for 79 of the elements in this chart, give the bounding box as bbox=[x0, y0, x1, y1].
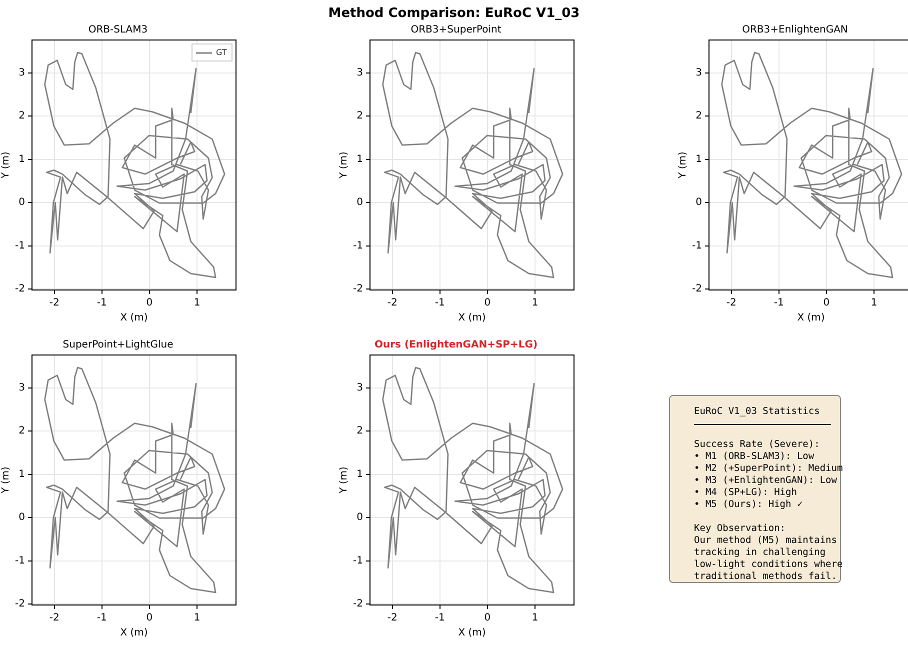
x-tick-label: 0 bbox=[146, 612, 153, 624]
y-tick-label: 0 bbox=[696, 197, 702, 208]
y-tick-label: 2 bbox=[356, 426, 363, 437]
y-tick-label: 0 bbox=[18, 197, 25, 208]
x-axis-title: X (m) bbox=[120, 312, 148, 324]
y-tick-label: 0 bbox=[356, 512, 363, 524]
legend-label: GT bbox=[216, 48, 227, 58]
text: tracking in challenging bbox=[694, 547, 827, 559]
y-axis-title: Y (m) bbox=[0, 466, 12, 494]
text: • M2 (+SuperPoint): Medium bbox=[694, 463, 843, 475]
x-tick-label: -1 bbox=[96, 298, 107, 309]
y-tick-label: -1 bbox=[14, 555, 25, 566]
y-tick-label: 1 bbox=[696, 154, 702, 165]
y-tick-label: 3 bbox=[18, 382, 25, 394]
x-tick-label: 1 bbox=[532, 298, 538, 309]
chart-title: ORB-SLAM3 bbox=[88, 24, 148, 36]
text: • M3 (+EnlightenGAN): Low bbox=[694, 475, 838, 487]
y-tick-label: -2 bbox=[692, 284, 702, 295]
x-tick-label: 0 bbox=[484, 298, 491, 309]
chart-title: Ours (EnlightenGAN+SP+LG) bbox=[374, 340, 538, 351]
x-axis-title: X (m) bbox=[458, 312, 486, 324]
y-tick-label: 1 bbox=[356, 154, 363, 165]
y-tick-label: 3 bbox=[696, 67, 702, 78]
chart-title: SuperPoint+LightGlue bbox=[62, 340, 174, 351]
x-tick-label: -1 bbox=[96, 612, 107, 624]
x-tick-label: 0 bbox=[146, 298, 153, 309]
text: • M4 (SP+LG): High bbox=[694, 487, 798, 499]
x-axis-title: X (m) bbox=[458, 628, 486, 639]
y-tick-label: -2 bbox=[14, 598, 25, 610]
text: Our method (M5) maintains bbox=[694, 535, 838, 547]
text: Success Rate (Severe): bbox=[694, 439, 821, 451]
y-tick-label: 1 bbox=[356, 468, 363, 480]
y-tick-label: 0 bbox=[18, 512, 25, 524]
text: • M5 (Ours): High ✓ bbox=[694, 499, 804, 511]
x-tick-label: 1 bbox=[532, 612, 538, 624]
x-tick-label: 0 bbox=[823, 298, 830, 309]
text: Key Observation: bbox=[694, 523, 787, 535]
x-tick-label: 1 bbox=[194, 298, 200, 309]
x-tick-label: 0 bbox=[484, 612, 491, 624]
x-tick-label: -2 bbox=[726, 298, 736, 309]
y-tick-label: 2 bbox=[18, 426, 25, 437]
x-tick-label: -1 bbox=[434, 298, 445, 309]
y-tick-label: -2 bbox=[14, 284, 25, 295]
y-tick-label: 3 bbox=[18, 67, 25, 78]
y-axis-title: Y (m) bbox=[0, 151, 12, 180]
y-axis-title: Y (m) bbox=[338, 466, 350, 494]
chart-title: ORB3+SuperPoint bbox=[410, 24, 502, 36]
text: • M1 (ORB-SLAM3): Low bbox=[694, 451, 816, 463]
y-tick-label: 3 bbox=[356, 67, 363, 78]
y-tick-label: 2 bbox=[696, 110, 702, 122]
text: EuRoC V1_03 Statistics bbox=[694, 406, 831, 425]
y-tick-label: 1 bbox=[18, 468, 25, 480]
x-tick-label: -1 bbox=[434, 612, 445, 624]
y-tick-label: -1 bbox=[352, 555, 363, 566]
y-axis-title: Y (m) bbox=[338, 151, 350, 180]
x-tick-label: 1 bbox=[194, 612, 200, 624]
x-tick-label: -2 bbox=[387, 612, 398, 624]
y-tick-label: -2 bbox=[352, 284, 363, 295]
text: traditional methods fail. bbox=[694, 571, 838, 583]
y-tick-label: 2 bbox=[356, 110, 363, 122]
x-tick-label: -2 bbox=[387, 298, 398, 309]
x-axis-title: X (m) bbox=[797, 312, 825, 324]
x-tick-label: -2 bbox=[49, 298, 60, 309]
y-tick-label: 3 bbox=[356, 382, 363, 394]
x-axis-title: X (m) bbox=[120, 628, 148, 639]
y-tick-label: 2 bbox=[18, 110, 25, 122]
y-tick-label: -2 bbox=[352, 598, 363, 610]
y-tick-label: 1 bbox=[18, 154, 25, 165]
x-tick-label: 1 bbox=[870, 298, 878, 309]
text: low-light conditions where bbox=[694, 559, 843, 571]
x-tick-label: -2 bbox=[49, 612, 60, 624]
chart-title: ORB3+EnlightenGAN bbox=[742, 24, 848, 36]
chart-subtitle: Method Comparison: EuRoC V1_03 bbox=[327, 6, 581, 21]
y-tick-label: 0 bbox=[356, 197, 363, 208]
y-tick-label: -1 bbox=[352, 240, 363, 252]
y-axis-title: Y (m) bbox=[678, 151, 689, 180]
x-tick-label: -1 bbox=[774, 298, 784, 309]
y-tick-label: -1 bbox=[692, 240, 702, 252]
y-tick-label: -1 bbox=[14, 240, 25, 252]
